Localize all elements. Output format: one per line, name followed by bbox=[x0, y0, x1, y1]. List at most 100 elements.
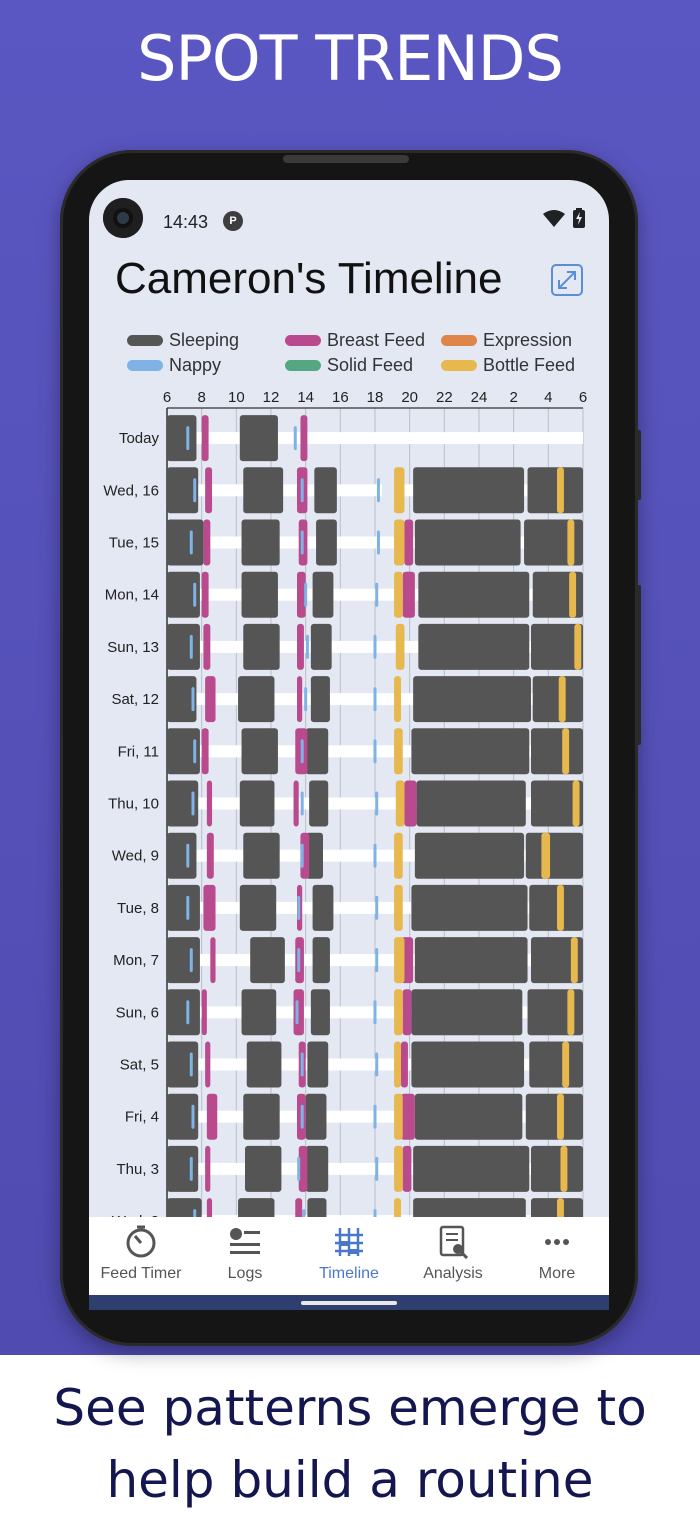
nappy-mark bbox=[293, 426, 297, 451]
sleep-bar bbox=[529, 1041, 583, 1088]
nav-more[interactable]: More bbox=[505, 1217, 609, 1295]
nav-analysis[interactable]: Analysis bbox=[401, 1217, 505, 1295]
breast-feed-bar bbox=[293, 780, 299, 827]
bottle-feed-bar bbox=[394, 832, 403, 879]
sleep-bar bbox=[531, 1145, 583, 1192]
bottle-feed-bar bbox=[394, 676, 401, 723]
sleep-bar bbox=[414, 832, 525, 879]
wifi-icon bbox=[543, 210, 565, 227]
breast-feed-bar bbox=[401, 1093, 415, 1140]
stopwatch-icon bbox=[126, 1225, 156, 1258]
breast-feed-bar bbox=[404, 780, 417, 827]
bottle-feed-bar bbox=[394, 519, 405, 566]
sleep-bar bbox=[167, 519, 204, 566]
nappy-mark bbox=[373, 843, 377, 868]
nappy-mark bbox=[297, 1156, 301, 1181]
sleep-bar bbox=[305, 832, 323, 879]
nappy-mark bbox=[373, 739, 377, 764]
bottle-feed-bar bbox=[557, 884, 564, 931]
nappy-mark bbox=[375, 791, 379, 816]
nav-timeline[interactable]: Timeline bbox=[297, 1217, 401, 1295]
row-label: Sun, 13 bbox=[107, 639, 159, 656]
x-tick-label: 14 bbox=[297, 389, 314, 406]
x-tick-label: 6 bbox=[579, 389, 587, 406]
sleep-bar bbox=[312, 571, 334, 618]
sleep-bar bbox=[305, 728, 329, 775]
legend-swatch-solid-feed bbox=[285, 359, 321, 371]
row-label: Sun, 6 bbox=[116, 1004, 159, 1021]
bottle-feed-bar bbox=[557, 467, 564, 514]
bottle-feed-bar bbox=[567, 989, 575, 1036]
breast-feed-bar bbox=[404, 519, 414, 566]
sleep-bar bbox=[413, 1198, 526, 1220]
sleep-bar bbox=[239, 415, 278, 462]
bottle-feed-bar bbox=[394, 937, 405, 984]
sleep-bar bbox=[167, 884, 200, 931]
sleep-bar bbox=[241, 728, 278, 775]
legend-item-bottle-feed: Bottle Feed bbox=[441, 353, 575, 377]
sleep-bar bbox=[314, 467, 337, 514]
nav-feed-timer[interactable]: Feed Timer bbox=[89, 1217, 193, 1295]
phone-power-button bbox=[636, 585, 641, 745]
sleep-bar bbox=[167, 676, 197, 723]
nappy-mark bbox=[300, 478, 304, 503]
sleep-bar bbox=[532, 676, 583, 723]
expand-arrows-icon[interactable] bbox=[551, 264, 583, 296]
bottle-feed-bar bbox=[394, 571, 403, 618]
nappy-mark bbox=[304, 687, 308, 712]
nappy-mark bbox=[191, 687, 195, 712]
row-label: Sat, 12 bbox=[111, 691, 159, 708]
breast-feed-bar bbox=[402, 1145, 412, 1192]
nav-logs[interactable]: Logs bbox=[193, 1217, 297, 1295]
sleep-bar bbox=[243, 623, 280, 670]
bottle-feed-bar bbox=[394, 884, 403, 931]
nav-label: Feed Timer bbox=[100, 1265, 182, 1282]
x-tick-label: 24 bbox=[471, 389, 488, 406]
breast-feed-bar bbox=[201, 415, 209, 462]
nappy-mark bbox=[191, 791, 195, 816]
legend-label: Nappy bbox=[169, 354, 222, 375]
breast-feed-bar bbox=[206, 1198, 213, 1220]
nappy-mark bbox=[186, 426, 190, 451]
nappy-mark bbox=[375, 895, 379, 920]
sleep-bar bbox=[312, 884, 334, 931]
nappy-mark bbox=[186, 1000, 190, 1025]
sleep-bar bbox=[305, 1093, 327, 1140]
sleep-bar bbox=[243, 832, 280, 879]
nappy-mark bbox=[186, 843, 190, 868]
nappy-mark bbox=[189, 530, 193, 555]
sleep-bar bbox=[167, 623, 200, 670]
timeline-chart[interactable]: 6 8 10 12 14 16 18 20 22 24 2 4 6 Today Wed, 16 Tue, 15… bbox=[89, 380, 609, 1220]
nav-label: Analysis bbox=[423, 1265, 483, 1282]
breast-feed-bar bbox=[201, 728, 209, 775]
sleep-bar bbox=[167, 728, 200, 775]
breast-feed-bar bbox=[203, 884, 216, 931]
nappy-mark bbox=[375, 1156, 379, 1181]
breast-feed-bar bbox=[295, 1198, 303, 1220]
sleep-bar bbox=[241, 989, 277, 1036]
sleep-bar bbox=[411, 1041, 525, 1088]
bottle-feed-bar bbox=[557, 1093, 564, 1140]
home-indicator[interactable] bbox=[301, 1301, 397, 1305]
logs-list-icon bbox=[230, 1228, 260, 1254]
sleep-bar bbox=[310, 676, 330, 723]
bottle-feed-bar bbox=[394, 728, 403, 775]
row-label: Thu, 3 bbox=[116, 1161, 159, 1178]
nappy-mark bbox=[189, 948, 193, 973]
sleep-bar bbox=[316, 519, 337, 566]
bottle-feed-bar bbox=[560, 1145, 568, 1192]
row-label: Wed, 2 bbox=[112, 1213, 159, 1220]
nappy-mark bbox=[189, 1156, 193, 1181]
sleep-bar bbox=[241, 519, 280, 566]
sleep-bar bbox=[167, 832, 197, 879]
nappy-mark bbox=[300, 1052, 304, 1077]
bottom-navigation: Feed Timer Logs Timeline bbox=[89, 1217, 609, 1295]
sleep-bar bbox=[167, 415, 197, 462]
sleep-bar bbox=[243, 1093, 280, 1140]
legend-item-sleeping: Sleeping bbox=[127, 328, 239, 352]
bottle-feed-bar bbox=[394, 1041, 401, 1088]
bottle-feed-bar bbox=[572, 780, 580, 827]
nappy-mark bbox=[186, 895, 190, 920]
awake-bar bbox=[167, 432, 583, 445]
breast-feed-bar bbox=[293, 989, 304, 1036]
